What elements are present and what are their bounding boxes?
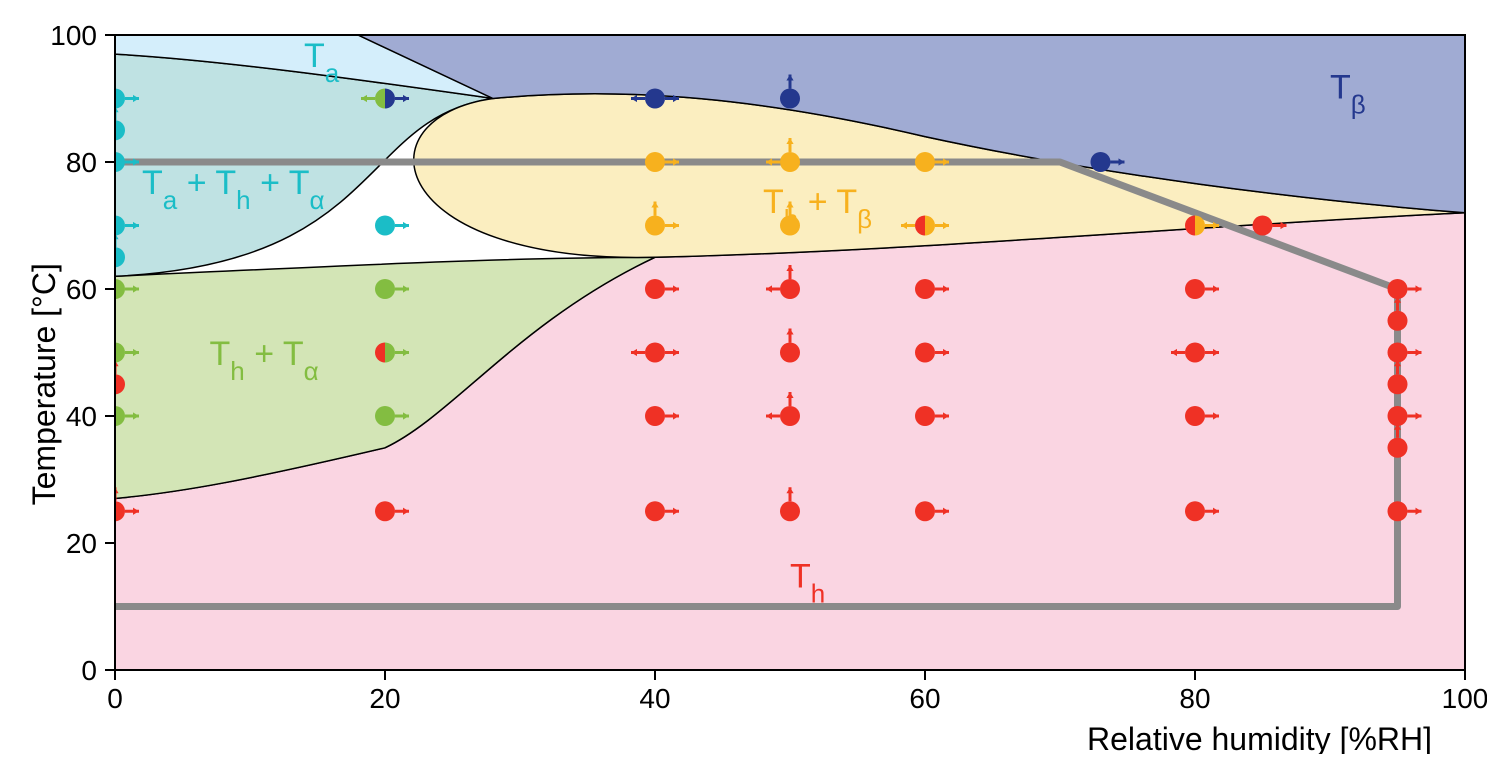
chart-svg: TaTa + Th + TαTh + TαTh + TβThTβ02040608…	[20, 20, 1487, 754]
data-point	[375, 216, 409, 236]
x-tick-label: 100	[1442, 683, 1487, 714]
y-axis-label: Temperature [°C]	[26, 263, 62, 505]
x-tick-label: 0	[107, 683, 123, 714]
x-axis-label: Relative humidity [%RH]	[1087, 721, 1432, 754]
y-tick-label: 80	[66, 147, 97, 178]
x-tick-label: 80	[1179, 683, 1210, 714]
x-tick-label: 60	[909, 683, 940, 714]
y-tick-label: 100	[50, 20, 97, 51]
y-tick-label: 0	[81, 655, 97, 686]
y-tick-label: 20	[66, 528, 97, 559]
x-tick-label: 20	[369, 683, 400, 714]
y-tick-label: 60	[66, 274, 97, 305]
y-tick-label: 40	[66, 401, 97, 432]
phase-diagram-chart: TaTa + Th + TαTh + TαTh + TβThTβ02040608…	[20, 20, 1487, 754]
x-tick-label: 40	[639, 683, 670, 714]
